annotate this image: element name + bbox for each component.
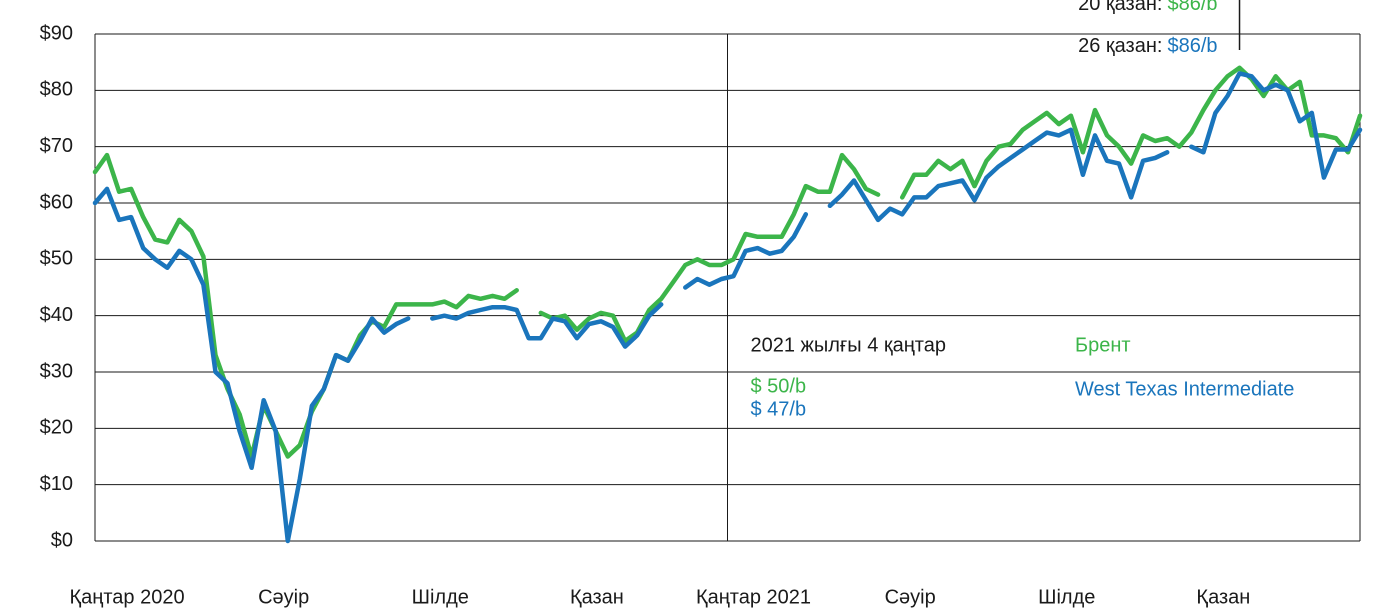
x-tick-label: Шілде [412,586,469,608]
y-tick-label: $90 [40,22,73,44]
annotation-label: 20 қазан: [1078,0,1162,15]
y-tick-label: $10 [40,473,73,495]
annotation-value: $86/b [1167,0,1217,15]
x-tick-label: Сәуір [258,586,309,608]
series-line [92,65,1363,459]
y-tick-label: $20 [40,417,73,439]
x-tick-label: Қазан [570,586,624,608]
annotation-value: $ 50/b [751,375,807,397]
x-tick-label: Сәуір [885,586,936,608]
legend-label: West Texas Intermediate [1075,378,1294,400]
y-tick-label: $70 [40,135,73,157]
annotation-value: $ 47/b [751,398,807,420]
x-tick-label: Шілде [1038,586,1095,608]
y-tick-label: $0 [51,529,73,551]
y-tick-label: $30 [40,360,73,382]
annotation-label: 26 қазан: [1078,35,1162,57]
y-tick-label: $80 [40,79,73,101]
annotation-text: 26 қазан: $86/b [1078,35,1217,57]
annotation-text: 20 қазан: $86/b [1078,0,1217,15]
legend-label: Брент [1075,334,1131,356]
y-tick-label: $50 [40,248,73,270]
x-tick-label: Қазан [1196,586,1250,608]
x-tick-label: Қаңтар 2020 [70,586,185,608]
annotation-value: $86/b [1167,35,1217,57]
x-tick-label: Қаңтар 2021 [696,586,811,608]
y-tick-label: $60 [40,191,73,213]
series-line [92,71,1363,544]
y-tick-label: $40 [40,304,73,326]
annotation-label: 2021 жылғы 4 қаңтар [751,334,946,356]
